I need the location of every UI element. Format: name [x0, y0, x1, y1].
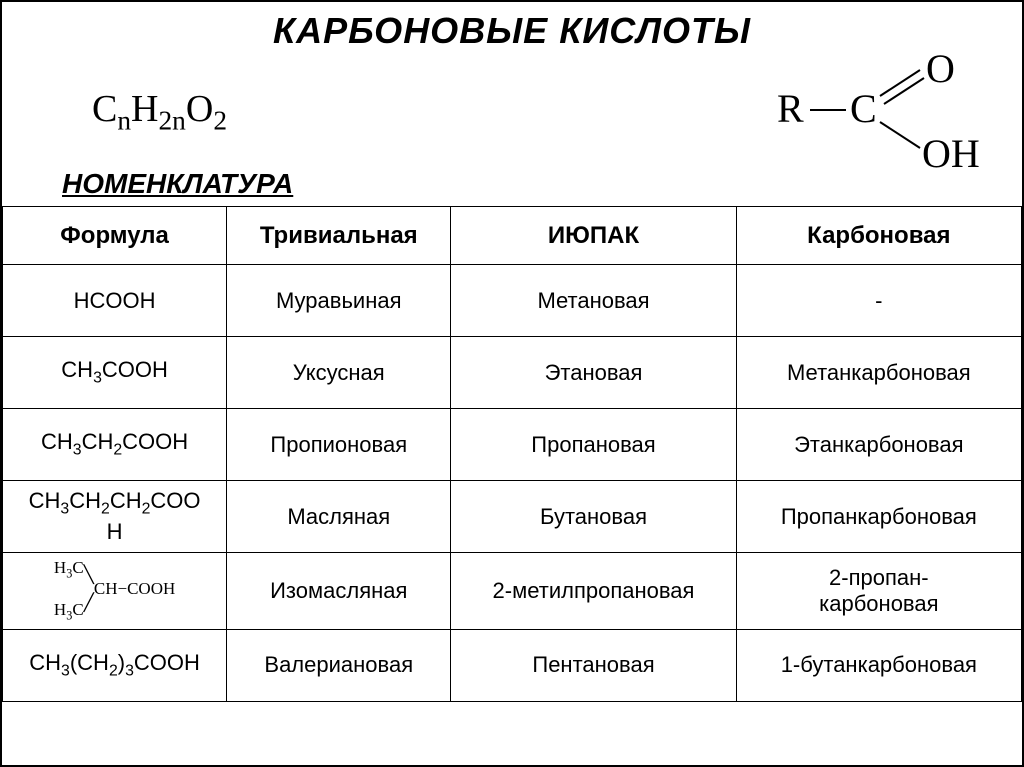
- table-body: HCOOHМуравьинаяМетановая-CH3COOHУксусная…: [3, 265, 1022, 702]
- top-row: CnH2nO2 R C O OH: [2, 52, 1022, 172]
- cell-carb: 2-пропан-карбоновая: [736, 553, 1021, 630]
- cell-formula: CH3(CH2)3COOH: [3, 629, 227, 701]
- structure-R: R: [777, 86, 804, 131]
- table-row: CH3COOHУксуснаяЭтановаяМетанкарбоновая: [3, 337, 1022, 409]
- cell-formula: CH3CH2COOH: [3, 409, 227, 481]
- structure-bond-oh: [880, 122, 920, 148]
- structure-C: C: [850, 86, 877, 131]
- carboxylic-structure: R C O OH: [772, 52, 982, 172]
- cell-iupac: Пентановая: [451, 629, 736, 701]
- table-row: HCOOHМуравьинаяМетановая-: [3, 265, 1022, 337]
- cell-carb: 1-бутанкарбоновая: [736, 629, 1021, 701]
- structure-dbl1: [880, 70, 920, 96]
- nomenclature-table: Формула Тривиальная ИЮПАК Карбоновая HCO…: [2, 206, 1022, 702]
- cell-formula: HCOOH: [3, 265, 227, 337]
- cell-carb: Пропанкарбоновая: [736, 481, 1021, 553]
- cell-trivial: Валериановая: [227, 629, 451, 701]
- cell-iupac: Бутановая: [451, 481, 736, 553]
- cell-trivial: Уксусная: [227, 337, 451, 409]
- structure-svg: R C O OH: [772, 52, 982, 172]
- cell-formula: H3C╲H3C╲CH−COOHH3C╱: [3, 553, 227, 630]
- nomenclature-heading: НОМЕНКЛАТУРА: [2, 168, 1022, 200]
- th-trivial: Тривиальная: [227, 207, 451, 265]
- cell-iupac: Пропановая: [451, 409, 736, 481]
- table-row: CH3(CH2)3COOHВалериановаяПентановая1-бут…: [3, 629, 1022, 701]
- general-formula: CnH2nO2: [42, 87, 227, 137]
- table-header-row: Формула Тривиальная ИЮПАК Карбоновая: [3, 207, 1022, 265]
- th-carb: Карбоновая: [736, 207, 1021, 265]
- page-title: КАРБОНОВЫЕ КИСЛОТЫ: [2, 2, 1022, 52]
- cell-trivial: Муравьиная: [227, 265, 451, 337]
- cell-iupac: Этановая: [451, 337, 736, 409]
- cell-trivial: Пропионовая: [227, 409, 451, 481]
- cell-trivial: Изомасляная: [227, 553, 451, 630]
- table-row: CH3CH2COOHПропионоваяПропановаяЭтанкарбо…: [3, 409, 1022, 481]
- cell-iupac: 2-метилпропановая: [451, 553, 736, 630]
- table-row: H3C╲H3C╲CH−COOHH3C╱Изомасляная2-метилпро…: [3, 553, 1022, 630]
- structure-OH: OH: [922, 131, 980, 172]
- cell-carb: Этанкарбоновая: [736, 409, 1021, 481]
- cell-iupac: Метановая: [451, 265, 736, 337]
- structure-O: O: [926, 52, 955, 91]
- cell-carb: -: [736, 265, 1021, 337]
- table-row: CH3CH2CH2COOHМаслянаяБутановаяПропанкарб…: [3, 481, 1022, 553]
- cell-formula: CH3CH2CH2COOH: [3, 481, 227, 553]
- th-iupac: ИЮПАК: [451, 207, 736, 265]
- cell-formula: CH3COOH: [3, 337, 227, 409]
- cell-trivial: Масляная: [227, 481, 451, 553]
- slide: КАРБОНОВЫЕ КИСЛОТЫ CnH2nO2 R C O OH НОМЕ…: [0, 0, 1024, 767]
- th-formula: Формула: [3, 207, 227, 265]
- structure-dbl2: [884, 78, 924, 104]
- cell-carb: Метанкарбоновая: [736, 337, 1021, 409]
